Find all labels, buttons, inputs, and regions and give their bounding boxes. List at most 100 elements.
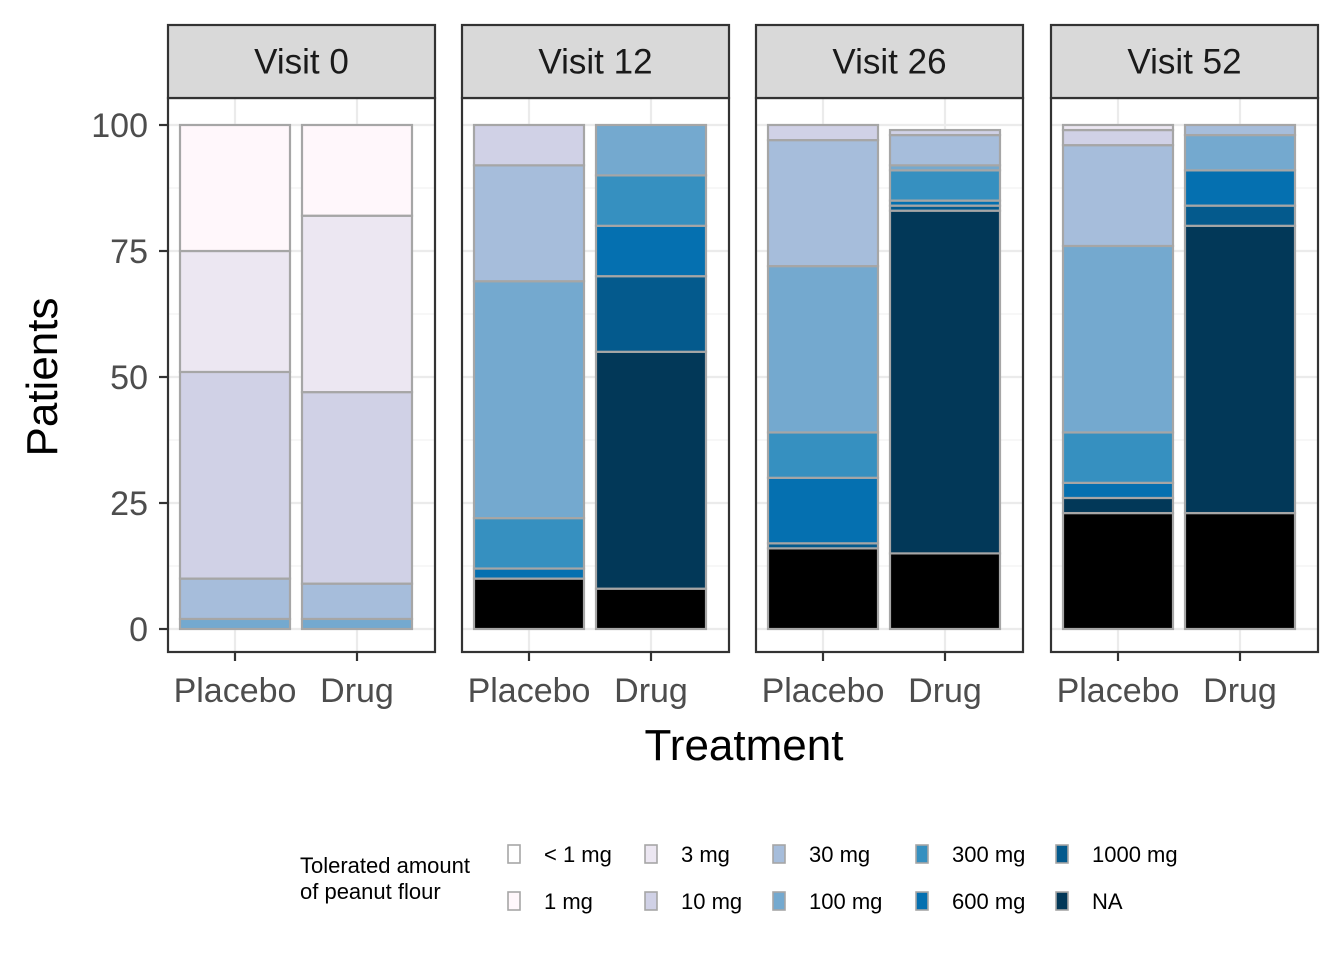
- legend-key: [1055, 891, 1069, 911]
- legend-item-3-mg: 3 mg: [644, 842, 730, 867]
- bar-segment: [178, 249, 292, 374]
- facet-strip-label: Visit 0: [254, 43, 349, 82]
- legend-key: [644, 844, 658, 864]
- facet-strip: [1049, 23, 1320, 100]
- legend-item-30-mg: 30 mg: [772, 842, 870, 867]
- legend-item-600-mg: 600 mg: [915, 889, 1025, 914]
- legend-label: NA: [1092, 889, 1123, 914]
- x-tick-label: Placebo: [1057, 672, 1180, 710]
- bar-drug: [300, 123, 414, 631]
- y-tick-label: 75: [110, 233, 148, 271]
- bar-segment: [1183, 169, 1297, 207]
- bar-segment: [472, 280, 586, 520]
- bar-segment: [1061, 144, 1175, 248]
- bar-placebo: [472, 123, 586, 631]
- x-tick-label: Drug: [1203, 672, 1277, 710]
- bar-segment: [888, 209, 1002, 555]
- facet-strip: [754, 23, 1025, 100]
- legend-key: [772, 891, 786, 911]
- bar-segment: [1061, 123, 1175, 132]
- legend-key: [644, 891, 658, 911]
- bar-segment: [888, 128, 1002, 137]
- x-axis-title: Treatment: [645, 721, 844, 770]
- bar-segment: [766, 476, 880, 545]
- legend-item-300-mg: 300 mg: [915, 842, 1025, 867]
- legend-label: 300 mg: [952, 842, 1025, 867]
- bar-segment: [594, 587, 708, 631]
- bar-segment: [300, 617, 414, 631]
- facet-strip: [460, 23, 731, 100]
- bar-segment: [1061, 244, 1175, 434]
- bar-segment: [766, 265, 880, 434]
- bar-segment: [1061, 431, 1175, 484]
- bar-segment: [178, 370, 292, 580]
- bar-segment: [300, 391, 414, 585]
- legend-key: [772, 844, 786, 864]
- facet-panel-visit-12: Visit 12 Placebo Drug: [460, 23, 731, 710]
- bar-drug: [1183, 123, 1297, 631]
- legend-item-1-mg: 1 mg: [507, 889, 593, 914]
- bar-segment: [888, 169, 1002, 202]
- y-axis: 0 25 50 75 100: [91, 107, 168, 649]
- legend-label: 600 mg: [952, 889, 1025, 914]
- legend-label: 10 mg: [681, 889, 742, 914]
- bar-placebo: [1061, 123, 1175, 631]
- y-axis-title: Patients: [18, 298, 67, 457]
- bar-drug: [594, 123, 708, 631]
- x-tick-label: Placebo: [762, 672, 885, 710]
- facet-panel-visit-52: Visit 52 Placebo Drug: [1049, 23, 1320, 710]
- legend-label: < 1 mg: [544, 842, 612, 867]
- bar-segment: [1183, 204, 1297, 227]
- x-tick-label: Placebo: [174, 672, 297, 710]
- bar-segment: [1183, 224, 1297, 515]
- bar-segment: [300, 123, 414, 217]
- x-tick-label: Drug: [320, 672, 394, 710]
- bar-segment: [1183, 133, 1297, 172]
- bar-drug: [888, 128, 1002, 631]
- legend-label: 3 mg: [681, 842, 730, 867]
- bar-segment: [1061, 128, 1175, 147]
- y-tick-label: 100: [91, 107, 148, 145]
- legend-key: [1055, 844, 1069, 864]
- x-tick-label: Placebo: [468, 672, 591, 710]
- bar-segment: [594, 224, 708, 278]
- bar-segment: [766, 123, 880, 142]
- legend-label: 30 mg: [809, 842, 870, 867]
- legend-key: [915, 844, 929, 864]
- facet-strip-label: Visit 26: [832, 43, 946, 82]
- bar-segment: [766, 139, 880, 268]
- bar-segment: [472, 567, 586, 580]
- bar-segment: [300, 582, 414, 621]
- bar-segment: [594, 350, 708, 590]
- legend-item-na: NA: [1055, 889, 1123, 914]
- bar-segment: [594, 123, 708, 177]
- bar-segment: [594, 174, 708, 227]
- bar-segment: [1183, 511, 1297, 631]
- bar-segment: [472, 577, 586, 631]
- facet-strip-label: Visit 52: [1127, 43, 1241, 82]
- legend-label: 100 mg: [809, 889, 882, 914]
- bar-segment: [766, 547, 880, 631]
- y-tick-label: 50: [110, 359, 148, 397]
- bar-segment: [472, 164, 586, 283]
- x-tick-label: Drug: [908, 672, 982, 710]
- legend-item-100-mg: 100 mg: [772, 889, 882, 914]
- legend-key: [507, 891, 521, 911]
- bar-segment: [766, 431, 880, 479]
- facet-panel-visit-0: Visit 0 Placebo Drug: [166, 23, 437, 710]
- bar-segment: [300, 214, 414, 394]
- legend-title: of peanut flour: [300, 879, 441, 904]
- x-tick-label: Drug: [614, 672, 688, 710]
- bar-segment: [594, 275, 708, 353]
- y-tick-label: 0: [129, 611, 148, 649]
- facet-panel-visit-26: Visit 26 Placebo Drug: [754, 23, 1025, 710]
- facet-strip: [166, 23, 437, 100]
- bar-segment: [472, 517, 586, 570]
- bar-segment: [472, 123, 586, 167]
- facet-strip-label: Visit 12: [538, 43, 652, 82]
- bar-segment: [1061, 481, 1175, 500]
- legend-item-1000-mg: 1000 mg: [1055, 842, 1178, 867]
- legend-item-10-mg: 10 mg: [644, 889, 742, 914]
